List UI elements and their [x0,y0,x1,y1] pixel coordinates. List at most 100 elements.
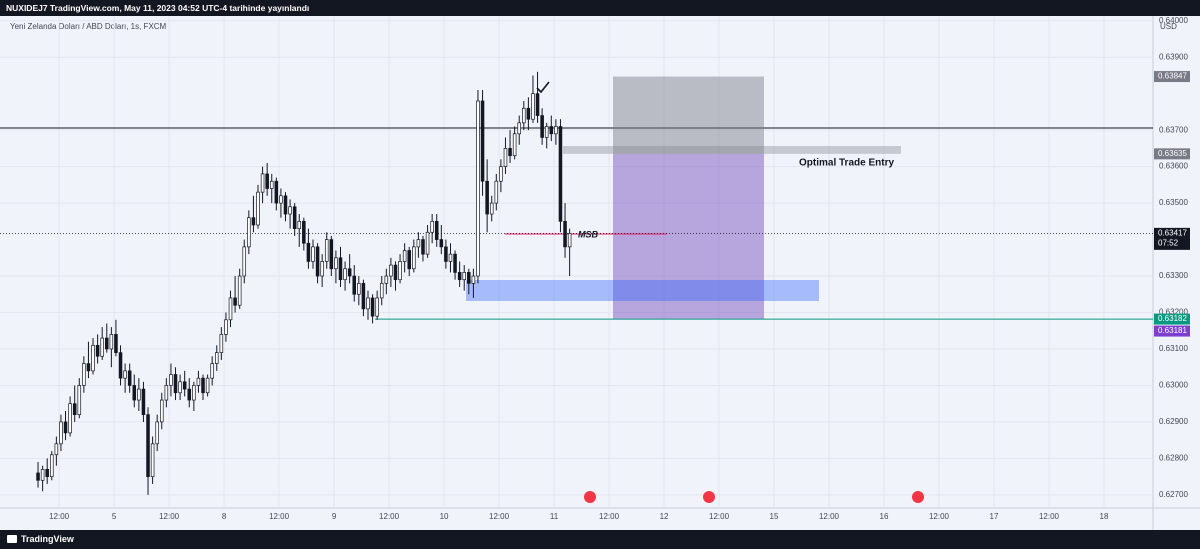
candle-body [109,334,114,350]
candle-body [86,363,91,372]
candle-body [214,352,219,364]
candle-body [379,282,384,299]
y-tick-label: 0.63300 [1159,271,1188,280]
candle-body [357,282,361,295]
candle-body [63,421,68,434]
stop-zone [613,76,764,154]
candle-body [228,297,233,321]
y-tick-label: 0.63000 [1159,381,1188,390]
candle-body [398,261,402,281]
demand-zone [466,280,819,301]
candle-body [549,126,554,135]
candle-body [434,220,439,240]
candle-body [389,264,393,277]
x-tick-label: 12:00 [819,512,840,521]
candle-body [205,377,210,394]
event-flag[interactable] [912,491,924,503]
candle-body [100,337,104,357]
candle-body [448,253,453,262]
candle-body [105,337,109,350]
candle-body [352,275,357,295]
candle-body [535,93,540,116]
grid [0,16,1153,508]
candle-body [512,133,517,157]
event-flag[interactable] [703,491,715,503]
x-tick-label: 12 [660,512,669,521]
y-tick-label: 0.64000 [1159,16,1188,25]
chart-title: Yeni Zelanda Doları / ABD Doları, 1s, FX… [10,22,167,31]
x-tick-label: 16 [880,512,889,521]
candle-body [169,374,173,386]
candle-body [279,195,283,204]
candle-body [503,148,508,167]
msb-label: MSB [578,229,599,239]
candle-body [59,421,63,445]
price-label: 0.63181 [1158,326,1187,335]
candle-body [159,399,164,423]
candle-body [36,472,40,481]
x-tick-label: 12:00 [269,512,290,521]
target-zone [613,153,764,320]
candle-body [95,344,100,357]
candle-body [242,246,247,277]
y-tick-label: 0.62900 [1159,417,1188,426]
candle-body [334,257,338,270]
x-tick-label: 12:00 [1039,512,1060,521]
candle-body [265,173,269,189]
candle-body [480,100,485,182]
candle-body [393,264,398,281]
candle-body [439,239,444,248]
price-label-bg [1154,71,1190,83]
candle-body [526,107,531,120]
candle-body [522,107,526,124]
candle-body [40,468,45,481]
candle-body [260,173,265,193]
candle-body [45,468,49,477]
candle-body [210,363,214,379]
candle-body [366,297,370,310]
candle-body [196,377,201,386]
candle-body [247,217,251,248]
candle-body [302,220,306,244]
candle-body [54,443,59,456]
x-tick-label: 15 [770,512,779,521]
candle-body [402,250,407,262]
price-label: 0.63635 [1158,149,1187,158]
candle-body [563,220,567,248]
candle-body [485,180,489,215]
checkmark [536,81,550,94]
candle-body [338,257,343,281]
x-tick-label: 12:00 [379,512,400,521]
candle-body [127,370,132,386]
candle-body [182,381,187,390]
candle-body [118,352,123,379]
price-label-bg [1154,148,1190,160]
candle-body [251,217,256,226]
candle-body [517,122,521,135]
candle-body [347,268,352,277]
candle-body [567,233,572,248]
candle-body [72,403,77,415]
candle-body [407,250,412,270]
price-label-bg [1154,313,1190,325]
candle-body [306,242,311,262]
drawings: Optimal Trade Entry MSB [0,76,1153,320]
candle-body [233,297,237,306]
candle-body [444,246,448,262]
candles [36,71,572,495]
price-label-bg [1154,325,1190,337]
y-tick-label: 0.63100 [1159,344,1188,353]
event-flag[interactable] [584,491,596,503]
candle-body [292,206,297,229]
candle-body [155,421,159,445]
candle-body [343,268,347,281]
y-tick-label: 0.62800 [1159,454,1188,463]
y-tick-label: 0.63600 [1159,162,1188,171]
candle-body [187,388,192,401]
candle-body [219,334,224,353]
candle-body [508,148,512,157]
x-tick-label: 9 [332,512,337,521]
y-tick-label: 0.63900 [1159,52,1188,61]
candle-body [329,239,334,270]
